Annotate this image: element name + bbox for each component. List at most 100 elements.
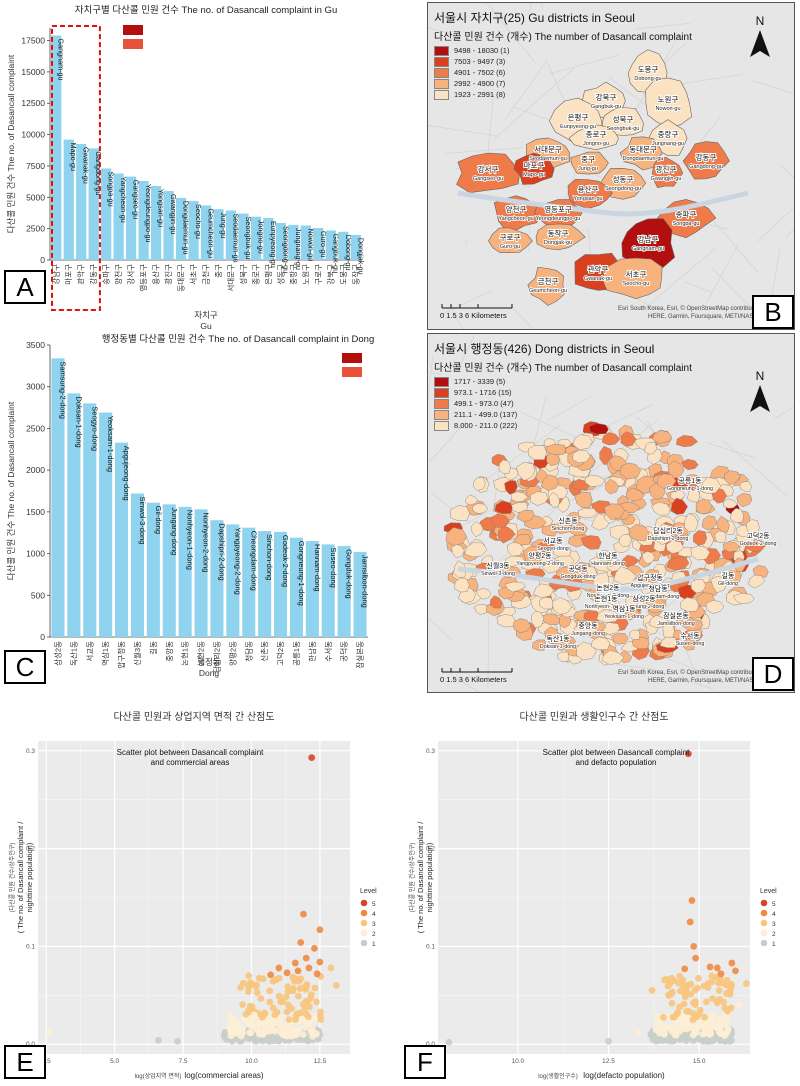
dong-district	[643, 569, 660, 586]
dong-district	[645, 594, 667, 614]
district-label-ko: 노원구	[658, 95, 679, 104]
basemap-road	[527, 3, 533, 16]
district-label-en: Mapo-gu	[523, 172, 545, 178]
district-label-ko: 용산구	[578, 184, 599, 194]
y-tick-label: 0.2	[26, 846, 35, 853]
scatter-point	[269, 1004, 277, 1012]
scatter-point	[697, 1019, 705, 1027]
district-label-en: Samsung-2-dong	[624, 604, 665, 610]
y-tick-label: 12500	[21, 98, 45, 108]
dong-district	[515, 462, 535, 481]
district-label-en: Yangcheon-gu	[498, 216, 533, 222]
dong-district	[705, 600, 725, 614]
dong-district	[537, 541, 556, 554]
district-label-ko: 고덕2동	[746, 531, 770, 540]
district-label-en: Yongsan-gu	[573, 196, 602, 202]
legend-title: Level	[360, 888, 377, 895]
legend-label: 4901 - 7502 (6)	[454, 68, 506, 77]
legend-marker	[360, 899, 368, 907]
han-river	[457, 556, 759, 592]
bar	[274, 531, 288, 637]
scatter-point	[679, 981, 686, 989]
scatter-point	[726, 988, 734, 996]
x-tick-label: 5.0	[110, 1058, 119, 1065]
chart-title: 행정동별 다산콜 민원 건수 The no. of Dasancall comp…	[102, 333, 375, 345]
district-label-en: Doksan-1-dong	[540, 644, 576, 650]
district-label-en: Nonhyeon-2-dong	[587, 593, 629, 599]
bar-label: Jamsilbon-dong	[361, 555, 370, 608]
y-axis-label-en-1: ( The no. of Dasancall complaint /	[16, 821, 25, 934]
dong-district	[583, 610, 600, 622]
dong-district	[512, 533, 531, 546]
bar-label: Yangpyeong-2-dong	[233, 527, 242, 594]
gu-district	[621, 218, 676, 272]
district-label-en: Jongno-gu	[583, 141, 609, 147]
bar-label: Geumcheon-gu	[207, 208, 216, 258]
dong-district	[619, 462, 642, 480]
scatter-point	[281, 1029, 289, 1037]
basemap-road	[709, 224, 729, 230]
y-tick-label: 1000	[26, 549, 45, 559]
scatter-point	[252, 983, 260, 990]
gu-district	[535, 223, 586, 251]
district-label-ko: 송파구	[676, 210, 697, 219]
scatter-point	[245, 972, 253, 980]
panel-gu-bar-chart: 자치구별 다산콜 민원 건수 The no. of Dasancall comp…	[0, 0, 420, 331]
dong-district	[522, 545, 544, 566]
basemap-road	[491, 468, 501, 519]
district-label-ko: 수서동	[680, 631, 700, 640]
scatter-point	[273, 1008, 281, 1016]
dong-district	[454, 577, 470, 593]
bar	[288, 224, 299, 260]
district-label-ko: 논현2동	[596, 584, 620, 592]
dong-district	[680, 597, 700, 612]
scatter-point	[292, 1016, 299, 1024]
legend-label: 1	[372, 941, 376, 948]
scatter-point	[673, 1010, 681, 1018]
legend-marker	[760, 909, 768, 917]
bar-label: Yongsan-gu	[157, 189, 166, 227]
dong-district	[463, 542, 488, 558]
scatter-point	[247, 1029, 255, 1037]
district-label-en: Gangbuk-gu	[591, 104, 621, 110]
bar	[163, 191, 174, 260]
dong-district	[580, 535, 602, 550]
scatter-point	[742, 980, 750, 987]
gu-bar-chart: 자치구별 다산콜 민원 건수 The no. of Dasancall comp…	[6, 4, 365, 331]
dong-district	[676, 435, 698, 448]
bar	[238, 213, 249, 260]
bar-label: Eunpyeong-gu	[269, 221, 278, 268]
panel-dong-bar-chart: 행정동별 다산콜 민원 건수 The no. of Dasancall comp…	[0, 333, 420, 685]
district-label-ko: 신촌동	[558, 516, 578, 525]
scatter-point	[709, 995, 716, 1002]
bar	[313, 228, 324, 260]
district-label-ko: 서대문구	[534, 145, 562, 154]
basemap-road	[705, 442, 756, 459]
district-label-ko: 동작구	[548, 228, 569, 238]
scatter-point	[284, 983, 292, 991]
scatter-point	[316, 958, 324, 966]
y-tick-label: 15000	[21, 67, 45, 77]
x-tick-label: 금천구	[201, 264, 211, 285]
legend-marker	[360, 929, 368, 937]
district-label-en: Gangnam-gu	[632, 246, 664, 252]
scatter-point	[266, 998, 274, 1006]
basemap-road	[428, 421, 467, 463]
basemap-road	[511, 306, 534, 329]
x-tick-label: 논현1동	[181, 641, 190, 666]
basemap-road	[481, 425, 561, 483]
scatter-point	[174, 1037, 181, 1045]
x-tick-label: 고덕2동	[275, 641, 285, 666]
bar	[289, 537, 303, 637]
bar	[350, 234, 361, 260]
bar	[258, 531, 272, 637]
bar	[113, 173, 124, 260]
bar	[146, 502, 160, 637]
gu-district	[488, 227, 533, 253]
dong-district	[624, 608, 641, 621]
x-tick-label: 10.0	[511, 1058, 524, 1065]
north-label: N	[756, 369, 765, 383]
x-tick-label: 마포구	[64, 264, 73, 285]
x-tick-label: 중구	[214, 264, 223, 278]
bar-label: Jung-gu	[219, 212, 228, 238]
